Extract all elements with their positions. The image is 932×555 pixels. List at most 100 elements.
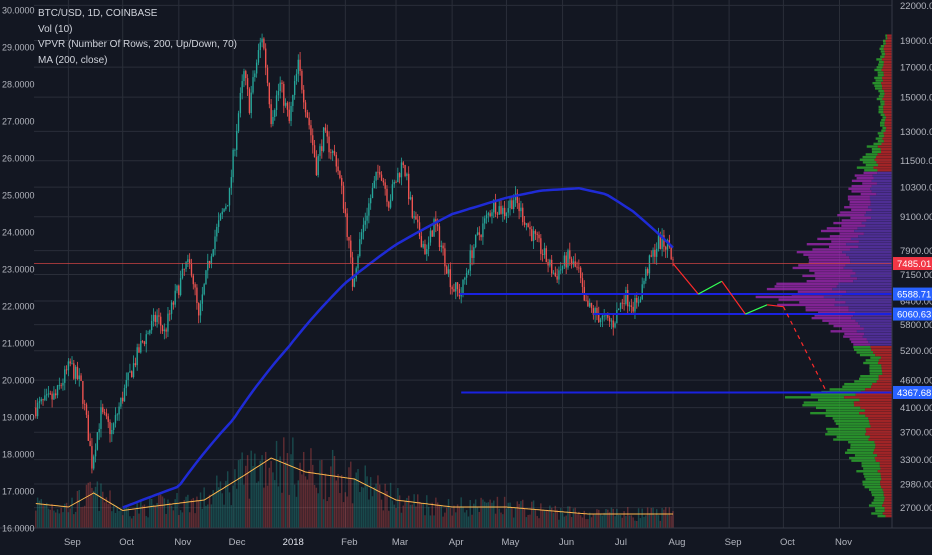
projection-segment <box>698 280 723 295</box>
candle-body <box>509 200 511 209</box>
volume-bar <box>210 504 213 528</box>
volume-bar <box>102 491 104 528</box>
vpvr-row-up <box>863 171 878 175</box>
candle-body <box>400 162 403 178</box>
volume-bar <box>301 474 303 528</box>
volume-bar <box>42 505 44 528</box>
legend-volume[interactable]: Vol (10) <box>38 23 73 35</box>
candle-body <box>485 214 488 219</box>
candle-body <box>617 308 620 310</box>
volume-bar <box>632 517 634 528</box>
candle-body <box>648 255 651 274</box>
candle-body <box>266 67 269 83</box>
candle-body <box>163 329 166 332</box>
vpvr-row-up <box>833 324 861 328</box>
candle-body <box>132 363 135 378</box>
volume-bar <box>384 483 386 528</box>
volume-bar <box>402 505 404 528</box>
vpvr-row-down <box>849 248 892 251</box>
volume-bar <box>221 493 223 528</box>
volume-bar <box>207 504 209 528</box>
vpvr-row-up <box>854 348 872 351</box>
candle-body <box>111 430 113 435</box>
candle-body <box>429 230 432 243</box>
vpvr-row-up <box>869 372 883 375</box>
volume-bar <box>599 513 602 528</box>
vpvr-row-up <box>826 227 858 230</box>
candle-body <box>80 375 82 382</box>
vpvr-row-up <box>809 258 851 262</box>
vpvr-row-up <box>864 169 878 172</box>
vpvr-row-down <box>879 464 892 468</box>
vpvr-row-down <box>871 208 892 212</box>
vpvr-row-down <box>883 493 892 497</box>
vpvr-row-down <box>866 338 892 341</box>
vpvr-row-up <box>844 332 865 336</box>
volume-bar <box>540 503 542 528</box>
candle-body <box>532 230 535 241</box>
volume-bar <box>668 507 671 528</box>
candle-body <box>312 135 314 146</box>
vpvr-row-up <box>876 58 883 61</box>
candle-body <box>322 127 325 151</box>
vpvr-row-down <box>887 34 892 37</box>
vpvr-row-down <box>881 81 892 85</box>
volume-bar <box>297 480 300 528</box>
vpvr-row-down <box>864 409 892 412</box>
volume-bar <box>592 513 595 528</box>
volume-bar <box>322 499 325 528</box>
vpvr-row-down <box>883 491 892 494</box>
candle-body <box>161 325 164 332</box>
vpvr-row-up <box>810 411 860 415</box>
candle-body <box>60 385 62 387</box>
vpvr-row-down <box>880 147 892 151</box>
candle-body <box>122 397 124 402</box>
candle-body <box>183 268 185 270</box>
volume-bar <box>550 507 553 528</box>
candle-body <box>446 266 448 274</box>
legend-symbol[interactable]: BTC/USD, 1D, COINBASE <box>38 8 158 19</box>
vpvr-row-up <box>777 303 835 307</box>
vpvr-row-down <box>878 361 892 365</box>
volume-bar <box>652 507 654 528</box>
vpvr-row-up <box>850 216 872 219</box>
vpvr-row-down <box>880 483 892 486</box>
candle-body <box>342 185 345 209</box>
vpvr-row-up <box>868 488 883 491</box>
candle-body <box>471 250 473 258</box>
left-tick-label: 19.0000 <box>2 413 35 423</box>
legend-vpvr[interactable]: VPVR (Number Of Rows, 200, Up/Down, 70) <box>38 39 237 50</box>
candle-body <box>444 248 446 267</box>
candle-body <box>333 150 336 155</box>
candle-body <box>569 250 571 259</box>
volume-bar <box>268 467 271 528</box>
volume-bar <box>616 508 618 528</box>
candle-body <box>254 73 256 78</box>
volume-bar <box>121 515 124 528</box>
candle-body <box>149 330 151 334</box>
volume-bar <box>275 440 278 528</box>
volume-bar <box>663 509 665 528</box>
vpvr-row-down <box>851 316 892 320</box>
vpvr-row-up <box>880 124 885 127</box>
candle-body <box>109 421 111 435</box>
left-tick-label: 24.0000 <box>2 228 35 238</box>
candle-body <box>541 253 544 255</box>
volume-bar <box>643 516 645 528</box>
volume-bar <box>608 512 611 528</box>
vpvr-row-up <box>882 116 887 119</box>
vpvr-row-up <box>831 240 859 243</box>
candle-body <box>64 369 66 383</box>
vpvr-row-up <box>873 142 882 146</box>
candle-body <box>362 224 365 233</box>
vpvr-row-up <box>853 343 870 346</box>
volume-bar <box>208 494 211 528</box>
legend-ma[interactable]: MA (200, close) <box>38 54 108 66</box>
volume-bar <box>650 508 652 528</box>
vpvr-row-down <box>883 111 892 114</box>
volume-bar <box>388 510 390 528</box>
vpvr-row-down <box>884 134 892 138</box>
candle-body <box>460 295 462 297</box>
